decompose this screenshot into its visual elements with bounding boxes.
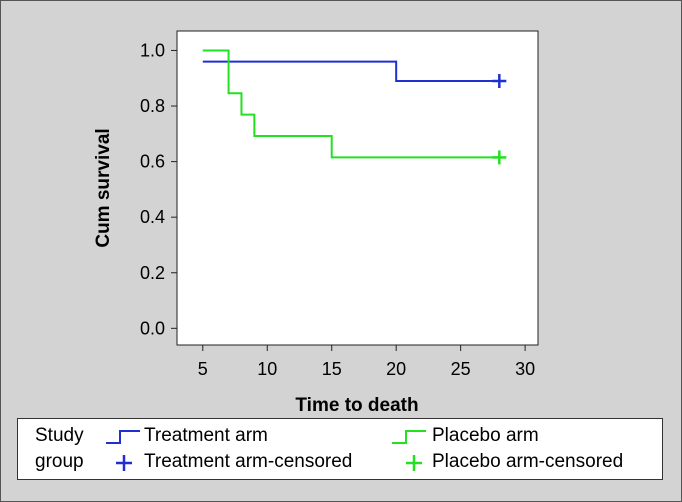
legend-title-line2: group: [35, 451, 84, 472]
series-line-1: [202, 49, 500, 159]
x-axis-label: Time to death: [295, 395, 418, 416]
legend-placebo-arm: Placebo arm: [432, 425, 539, 446]
censor-mark-1: [492, 150, 507, 165]
survival-chart: 5 10 15 20 25 30 0.0 0.2 0.4 0.6 0.8 1.0 Time to d…: [93, 30, 539, 416]
legend-placebo-arm-censored: Placebo arm-censored: [432, 451, 624, 472]
legend-treatment-arm-censored: Treatment arm-censored: [144, 451, 353, 472]
x-tick-label: 15: [322, 359, 342, 379]
treatment-arm-line-icon: [106, 430, 140, 444]
series-line-0: [202, 60, 500, 83]
plot-area: [176, 30, 539, 346]
x-tick-label: 10: [257, 359, 277, 379]
y-tick-label: 0.0: [140, 318, 165, 338]
x-axis: 5 10 15 20 25 30: [198, 345, 535, 379]
y-tick-label: 1.0: [140, 40, 165, 60]
treatment-censored-plus-icon: [116, 455, 132, 471]
y-axis: 0.0 0.2 0.4 0.6 0.8 1.0: [140, 40, 177, 338]
placebo-censored-plus-icon: [406, 455, 422, 471]
x-tick-label: 5: [198, 359, 208, 379]
x-tick-label: 25: [451, 359, 471, 379]
y-axis-label: Cum survival: [93, 128, 114, 247]
y-tick-label: 0.8: [140, 96, 165, 116]
x-tick-label: 20: [386, 359, 406, 379]
legend-title-line1: Study: [35, 425, 84, 446]
legend-treatment-arm: Treatment arm: [144, 425, 268, 446]
series-layer: [202, 49, 507, 165]
x-tick-label: 30: [515, 359, 535, 379]
censor-mark-0: [492, 74, 507, 89]
placebo-arm-line-icon: [392, 430, 426, 444]
y-tick-label: 0.4: [140, 207, 165, 227]
legend: Study group Treatment arm Placebo arm Tr…: [17, 418, 663, 480]
y-tick-label: 0.6: [140, 152, 165, 172]
y-tick-label: 0.2: [140, 263, 165, 283]
